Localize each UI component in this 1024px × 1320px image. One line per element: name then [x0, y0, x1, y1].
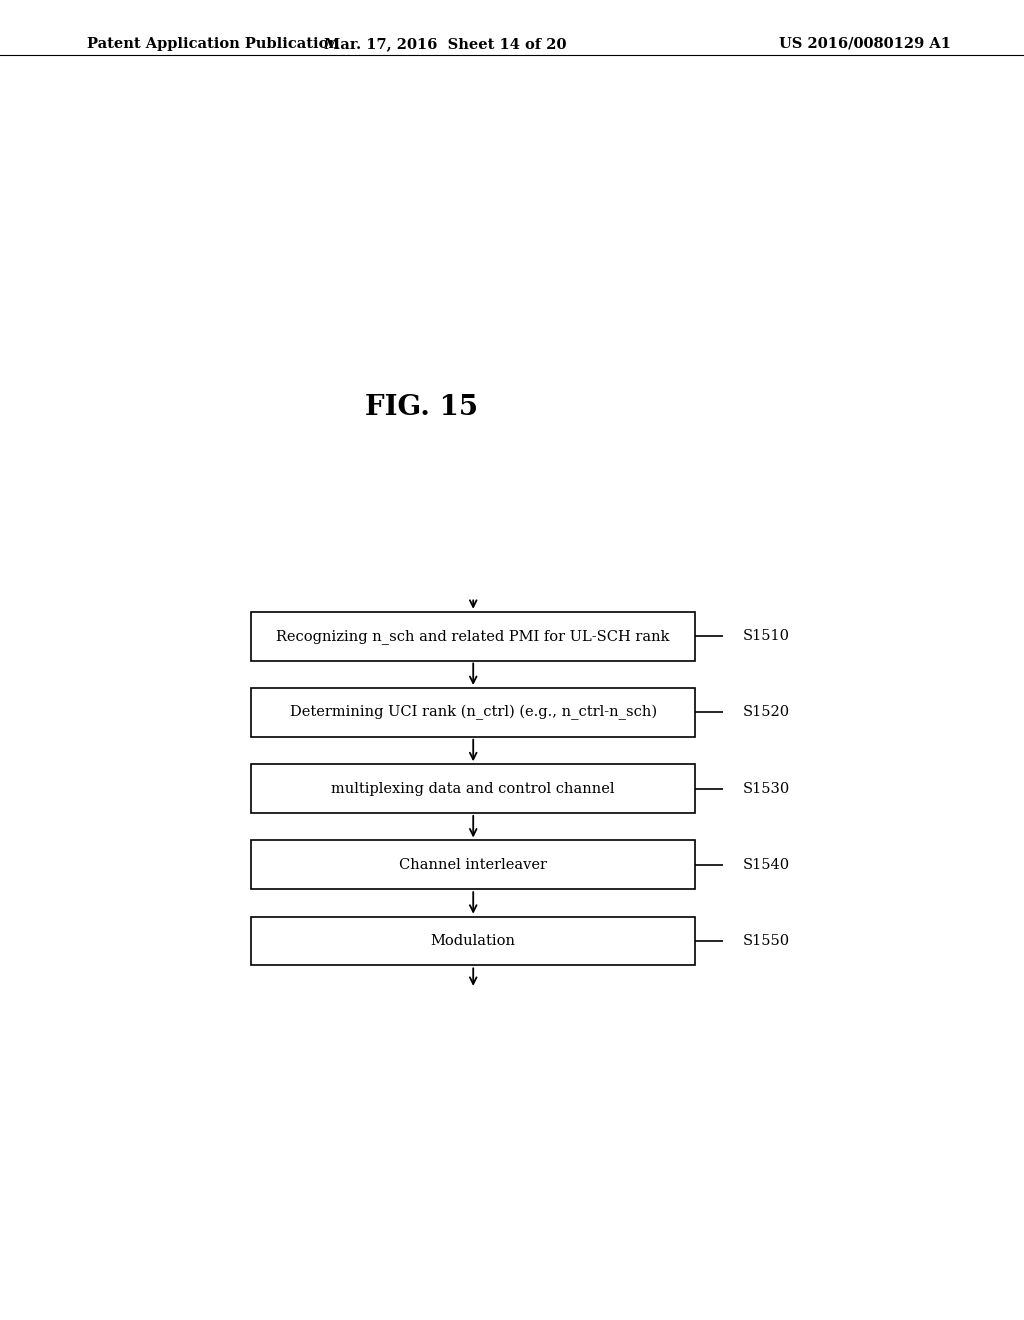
Text: Modulation: Modulation — [431, 935, 516, 948]
Text: Mar. 17, 2016  Sheet 14 of 20: Mar. 17, 2016 Sheet 14 of 20 — [325, 37, 566, 51]
Text: FIG. 15: FIG. 15 — [366, 393, 478, 421]
Text: Patent Application Publication: Patent Application Publication — [87, 37, 339, 51]
Bar — [251, 764, 695, 813]
Text: Channel interleaver: Channel interleaver — [399, 858, 547, 871]
Text: Recognizing n_sch and related PMI for UL-SCH rank: Recognizing n_sch and related PMI for UL… — [276, 628, 670, 644]
Bar — [251, 688, 695, 737]
Bar — [251, 916, 695, 965]
Text: S1530: S1530 — [743, 781, 791, 796]
Text: S1550: S1550 — [743, 935, 791, 948]
Text: S1520: S1520 — [743, 705, 791, 719]
Bar — [251, 611, 695, 660]
Text: US 2016/0080129 A1: US 2016/0080129 A1 — [779, 37, 951, 51]
Text: multiplexing data and control channel: multiplexing data and control channel — [332, 781, 615, 796]
Text: S1540: S1540 — [743, 858, 791, 871]
Text: S1510: S1510 — [743, 630, 791, 643]
Bar — [251, 841, 695, 890]
Text: Determining UCI rank (n_ctrl) (e.g., n_ctrl-n_sch): Determining UCI rank (n_ctrl) (e.g., n_c… — [290, 705, 656, 719]
